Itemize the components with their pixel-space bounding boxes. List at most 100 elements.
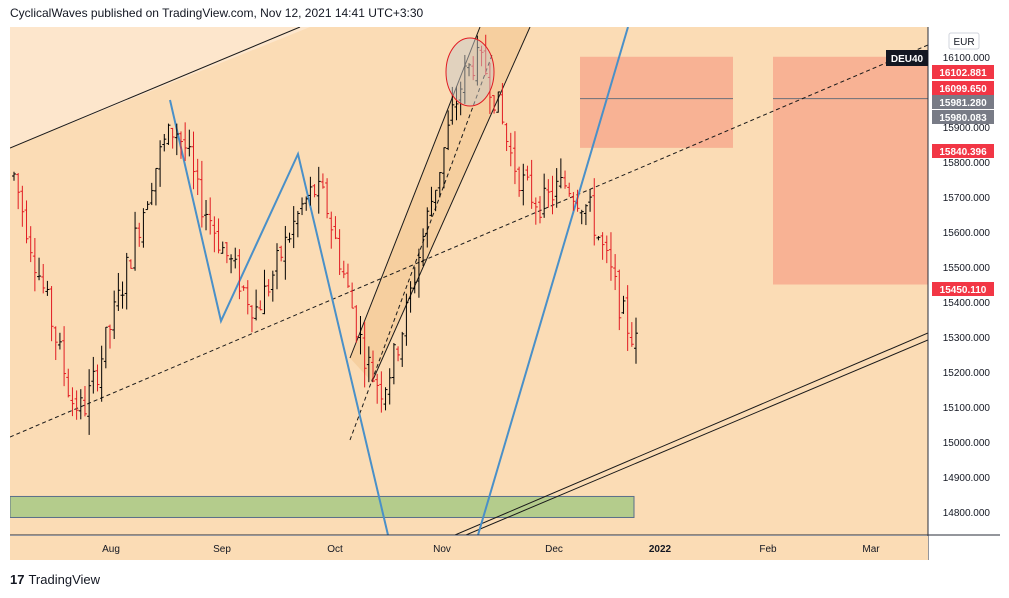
candle xyxy=(116,272,121,311)
candle xyxy=(178,131,183,159)
lower-channel-line-a[interactable] xyxy=(454,332,928,535)
candle xyxy=(266,279,271,297)
y-tick-label: 15600.000 xyxy=(943,228,991,239)
candle xyxy=(28,226,33,263)
candle xyxy=(141,208,146,248)
price-label-text: 15840.396 xyxy=(939,147,987,158)
candle xyxy=(583,204,588,226)
price-label-box xyxy=(932,282,994,296)
candle xyxy=(308,176,313,206)
support-zone[interactable] xyxy=(10,495,635,518)
candle xyxy=(379,371,384,413)
highlight-circle[interactable] xyxy=(445,37,495,107)
candle xyxy=(517,166,522,197)
price-label[interactable]: 15981.280 xyxy=(932,95,994,109)
candle xyxy=(187,129,192,157)
candle xyxy=(49,286,54,342)
candle xyxy=(195,158,200,196)
candle xyxy=(558,158,563,189)
candle xyxy=(621,295,626,314)
candle xyxy=(12,171,16,181)
tradingview-logo-icon: 17 xyxy=(10,572,25,587)
candle xyxy=(575,189,580,212)
y-tick-label: 15300.000 xyxy=(943,333,991,344)
candle xyxy=(162,133,167,152)
candle xyxy=(20,185,25,227)
candle xyxy=(366,346,371,383)
candle xyxy=(208,197,213,235)
candle xyxy=(554,168,559,208)
candle xyxy=(416,248,421,298)
price-label-box xyxy=(932,65,994,79)
rising-channel-mid[interactable] xyxy=(349,54,493,441)
candle xyxy=(588,189,593,212)
candle xyxy=(592,178,597,246)
currency-box[interactable] xyxy=(948,32,980,50)
candle xyxy=(53,326,58,361)
candle xyxy=(204,199,209,231)
candle xyxy=(391,343,396,385)
blue-rise-line[interactable] xyxy=(477,27,629,535)
tradingview-footer[interactable]: 17 TradingView xyxy=(10,572,100,587)
lower-channel-line-b[interactable] xyxy=(465,339,928,535)
candle xyxy=(333,216,338,240)
candle xyxy=(158,140,163,187)
candle xyxy=(133,211,138,271)
candle xyxy=(625,285,630,351)
candle xyxy=(634,317,638,364)
publisher-line: CyclicalWaves published on TradingView.c… xyxy=(10,6,424,20)
candle xyxy=(604,235,609,264)
candle xyxy=(404,293,409,346)
candle xyxy=(325,178,330,219)
candle xyxy=(237,249,242,300)
symbol-tag[interactable]: DEU40 xyxy=(886,50,928,66)
y-tick-label: 15800.000 xyxy=(943,158,991,169)
resistance-zone-1[interactable] xyxy=(580,56,733,148)
candle xyxy=(421,228,426,266)
candle xyxy=(521,163,526,206)
x-tick-label: 2022 xyxy=(649,544,672,555)
candle xyxy=(245,280,250,315)
candle xyxy=(233,247,238,269)
resistance-zone-2[interactable] xyxy=(773,56,928,285)
candle xyxy=(262,269,267,315)
upper-channel-line[interactable] xyxy=(10,27,301,149)
candle xyxy=(183,122,188,162)
candle xyxy=(400,331,405,367)
candle xyxy=(354,305,359,343)
candle xyxy=(425,207,430,248)
price-label[interactable]: 15840.396 xyxy=(932,144,994,158)
y-tick-label: 15900.000 xyxy=(943,123,991,134)
price-label[interactable]: 16102.881 xyxy=(932,65,994,79)
midline-dashed[interactable] xyxy=(10,44,928,438)
candle xyxy=(412,267,417,294)
candle xyxy=(350,282,355,309)
price-label[interactable]: 15980.083 xyxy=(932,110,994,124)
candle xyxy=(103,326,108,369)
candle xyxy=(613,254,618,291)
brand-name: TradingView xyxy=(28,572,101,587)
price-label[interactable]: 15450.110 xyxy=(932,282,994,296)
y-tick-label: 14800.000 xyxy=(943,508,991,519)
x-tick-label: Aug xyxy=(102,544,120,555)
candle xyxy=(329,211,334,249)
upper-channel-shade xyxy=(10,27,310,148)
x-tick-label: Oct xyxy=(327,544,343,555)
candle xyxy=(45,280,50,296)
x-tick-label: Sep xyxy=(213,544,231,555)
candle xyxy=(563,170,568,189)
candle xyxy=(579,209,584,225)
candle xyxy=(224,242,229,264)
candle xyxy=(571,191,576,211)
candle xyxy=(229,254,234,274)
price-label[interactable]: 16099.650 xyxy=(932,81,994,95)
y-tick-label: 15700.000 xyxy=(943,193,991,204)
rising-channel-right[interactable] xyxy=(371,27,531,383)
candle xyxy=(174,123,179,156)
blue-zigzag-line[interactable] xyxy=(169,99,389,535)
price-label-box xyxy=(932,110,994,124)
y-tick-label: 15500.000 xyxy=(943,263,991,274)
candle xyxy=(149,182,154,206)
candle xyxy=(300,197,305,216)
